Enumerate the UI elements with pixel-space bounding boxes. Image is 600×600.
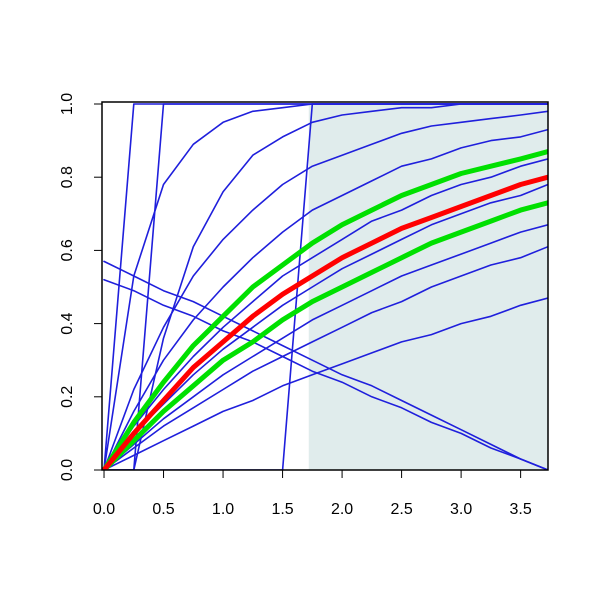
x-tick-label: 0.5 — [152, 501, 174, 518]
y-tick-label: 0.6 — [59, 239, 76, 261]
y-tick-label: 0.2 — [59, 386, 76, 408]
curve — [103, 278, 548, 470]
curve — [102, 174, 548, 470]
shade-layer — [308, 104, 548, 470]
curve — [102, 200, 548, 470]
curve — [103, 158, 548, 470]
curve — [103, 110, 548, 470]
y-tick-label: 0.8 — [59, 166, 76, 188]
x-tick-label: 2.0 — [331, 501, 353, 518]
curve — [103, 128, 548, 470]
axes: 0.0 0.5 1.0 1.5 2.0 2.5 3.0 3.5 0.0 0.2 0.4 0.6 0.8 1… — [59, 93, 532, 518]
x-tick-label: 3.0 — [450, 501, 472, 518]
x-tick-label: 1.0 — [212, 501, 234, 518]
shaded-region — [308, 104, 548, 470]
x-tick-label: 0.0 — [93, 501, 115, 518]
curve — [103, 245, 548, 470]
curve — [103, 260, 548, 470]
y-tick-label: 0.4 — [59, 312, 76, 334]
curve — [103, 297, 548, 470]
x-tick-label: 2.5 — [390, 501, 412, 518]
y-tick-label: 0.0 — [59, 459, 76, 481]
curve — [103, 183, 548, 470]
plot-frame — [101, 101, 549, 471]
curve — [102, 149, 548, 470]
curves — [102, 103, 548, 470]
curve — [103, 224, 548, 470]
curve — [103, 103, 548, 470]
x-tick-label: 3.5 — [509, 501, 531, 518]
y-tick-label: 1.0 — [59, 93, 76, 115]
x-tick-label: 1.5 — [271, 501, 293, 518]
